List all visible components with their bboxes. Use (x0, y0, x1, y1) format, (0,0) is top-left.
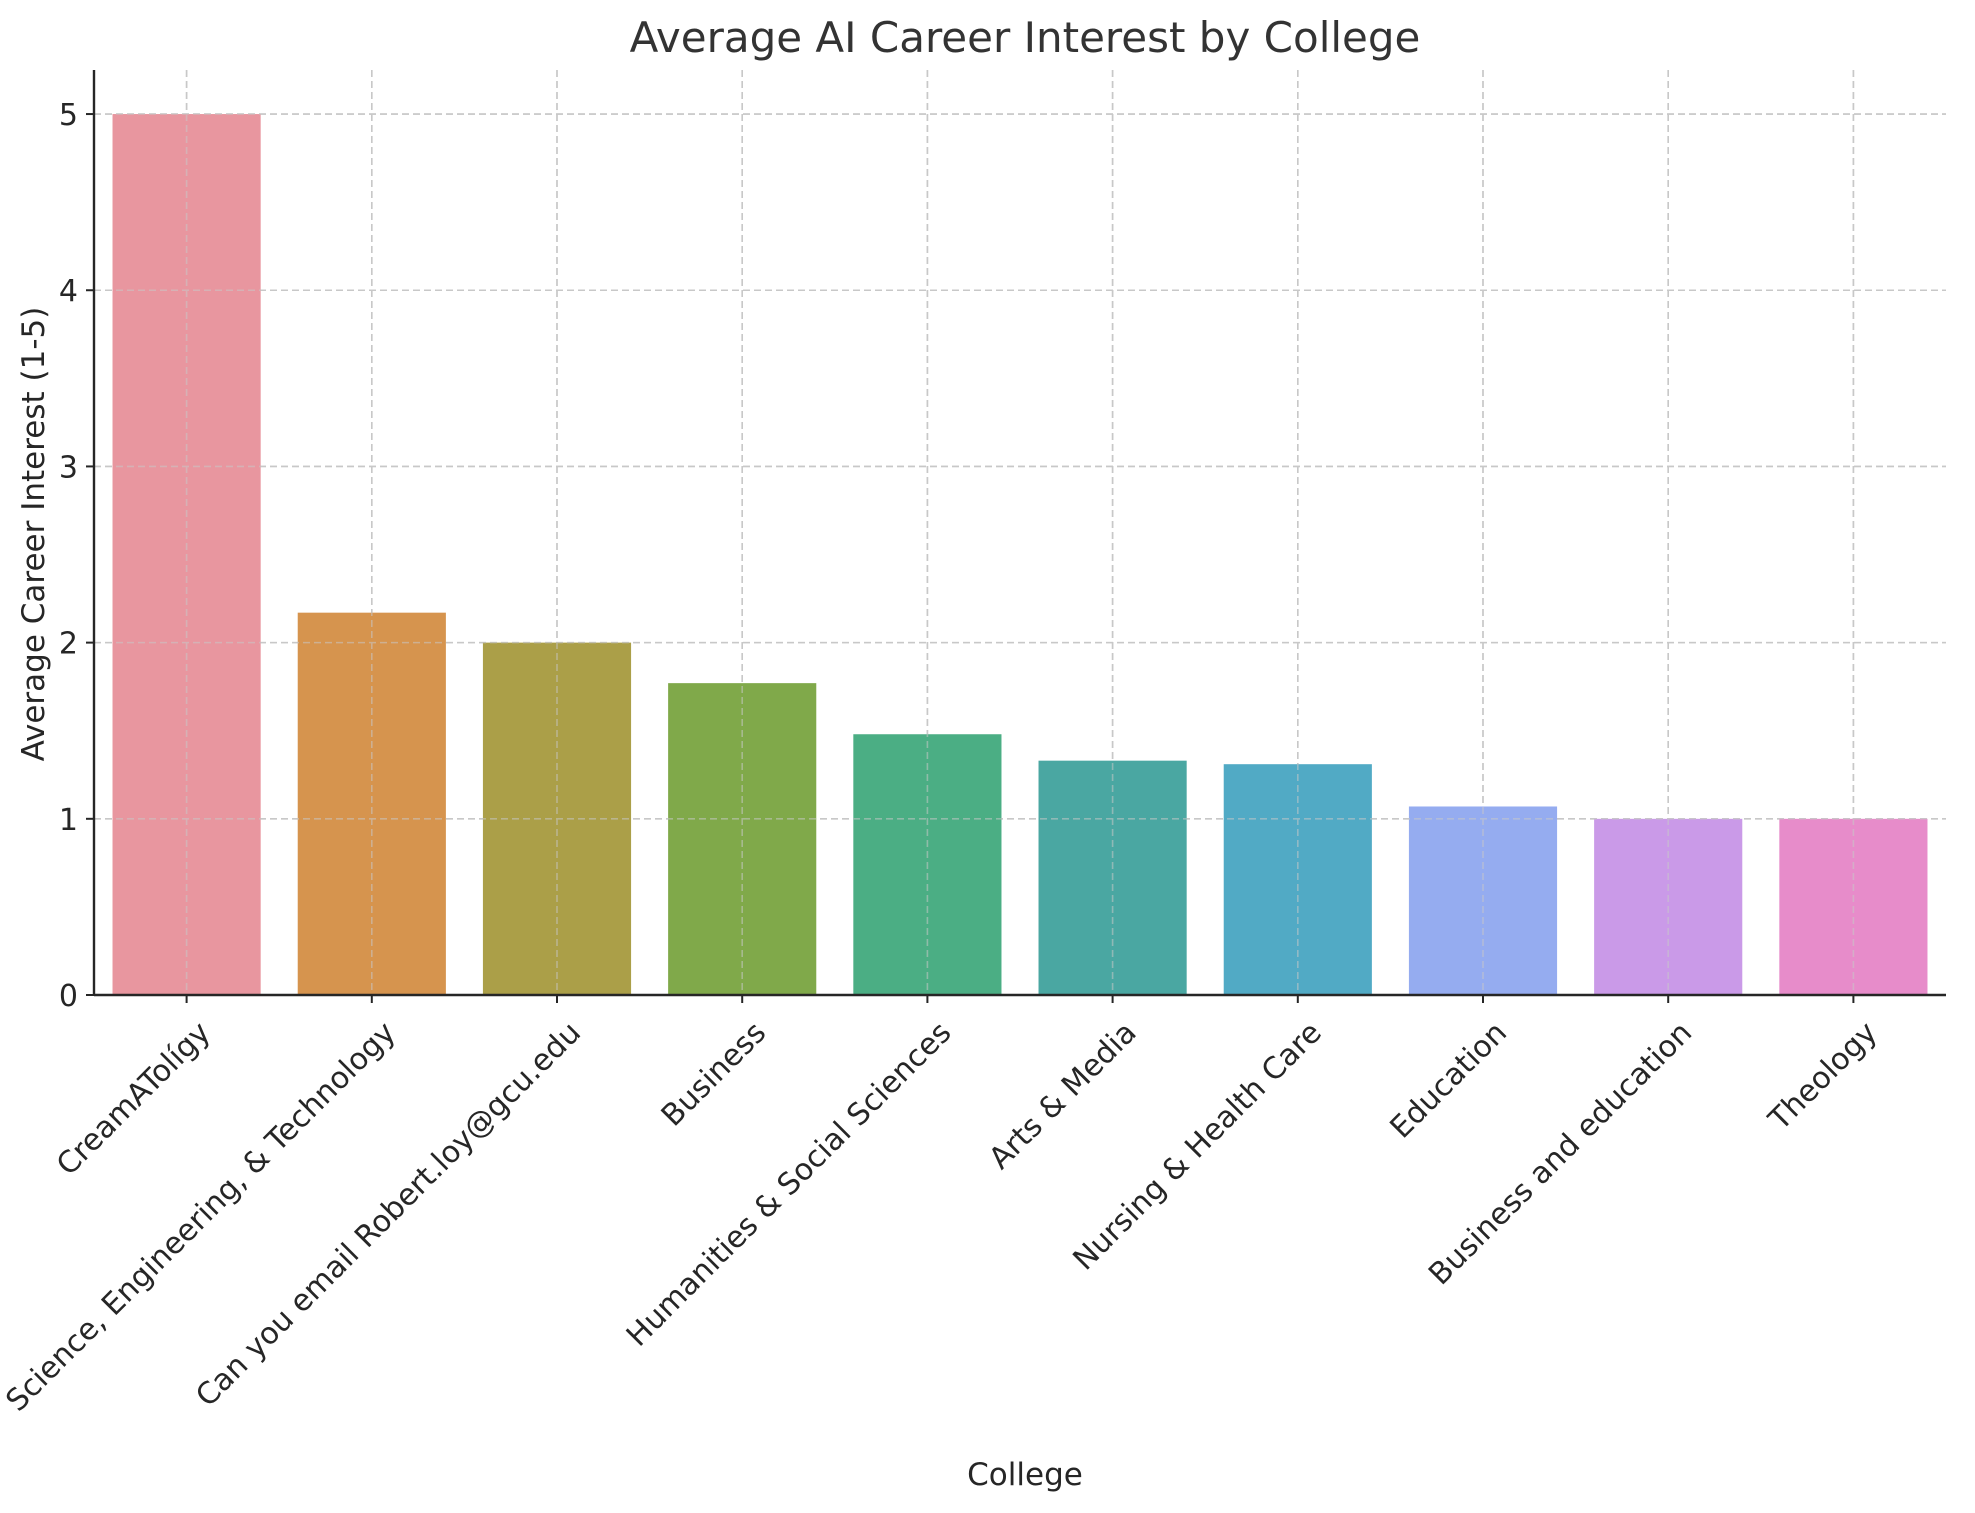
x-tick-label: Can you email Robert.loy@gcu.edu (189, 1015, 588, 1414)
x-tick-label: Arts & Media (982, 1015, 1143, 1176)
x-tick-label: Business (655, 1015, 773, 1133)
x-tick-label: Science, Engineering, & Technology (0, 1015, 403, 1418)
y-tick-label: 3 (59, 450, 78, 485)
y-tick-label: 0 (59, 979, 78, 1014)
chart-title: Average AI Career Interest by College (630, 13, 1421, 62)
y-axis-label: Average Career Interest (1-5) (16, 307, 52, 762)
y-tick-label: 1 (59, 803, 78, 838)
x-tick-label: Humanities & Social Sciences (620, 1015, 958, 1353)
y-tick-label: 5 (59, 98, 78, 133)
y-tick-label: 2 (59, 627, 78, 662)
bars (112, 114, 1928, 996)
x-tick-label: Education (1384, 1015, 1514, 1145)
axes (92, 70, 1946, 997)
y-tick-label: 4 (59, 274, 78, 309)
x-tick-label: Theology (1762, 1015, 1885, 1138)
x-tick-label: CreamATolígy (50, 1015, 218, 1183)
y-ticks: 0 1 2 3 4 5 (59, 98, 94, 1014)
bar (668, 683, 817, 995)
x-axis-label: College (967, 1457, 1083, 1493)
gridline-overlay (94, 70, 1946, 995)
